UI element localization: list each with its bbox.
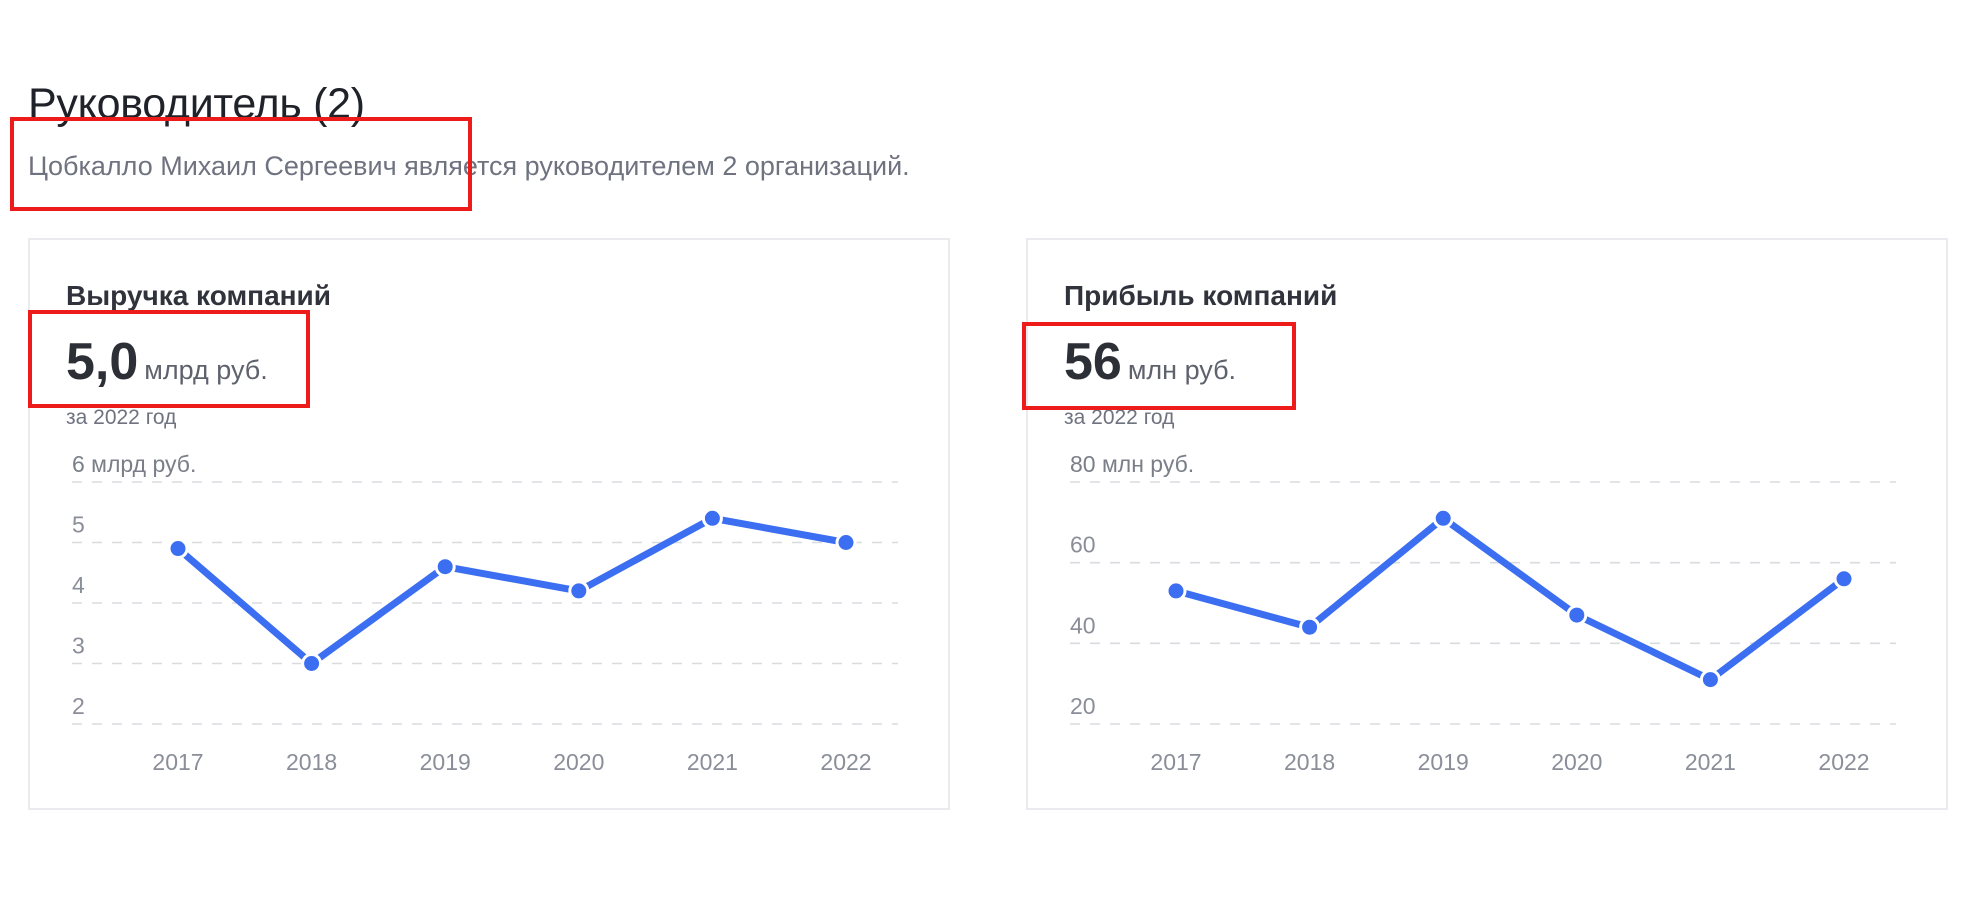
profit-card: Прибыль компаний 56 млн руб. за 2022 год … <box>1026 238 1948 810</box>
profit-card-title: Прибыль компаний <box>1064 280 1338 311</box>
revenue-value: 5,0 <box>66 333 139 391</box>
data-point[interactable] <box>167 538 189 560</box>
y-tick-label: 20 <box>1070 693 1096 719</box>
y-tick-label: 60 <box>1070 532 1096 558</box>
revenue-summary: 5,0 млрд руб. <box>66 332 268 392</box>
section-title: Руководитель (2) <box>28 80 365 128</box>
y-unit-label: 6 млрд руб. <box>72 451 196 477</box>
x-tick-label: 2021 <box>687 749 738 775</box>
data-point[interactable] <box>1833 568 1855 590</box>
series-line <box>1172 514 1848 684</box>
x-tick-label: 2019 <box>420 749 471 775</box>
x-tick-label: 2020 <box>553 749 604 775</box>
profit-value: 56 <box>1064 333 1122 391</box>
x-tick-label: 2020 <box>1551 749 1602 775</box>
y-unit-label: 80 млн руб. <box>1070 451 1194 477</box>
y-tick-label: 40 <box>1070 612 1096 638</box>
series-line <box>174 514 850 667</box>
revenue-card: Выручка компаний 5,0 млрд руб. за 2022 го… <box>28 238 950 810</box>
x-tick-label: 2019 <box>1418 749 1469 775</box>
data-point[interactable] <box>701 507 723 529</box>
x-tick-label: 2017 <box>1150 749 1201 775</box>
y-tick-label: 3 <box>72 633 85 659</box>
revenue-chart: 6 млрд руб. 5 4 3 2 2017 2018 2019 2020 2021 2022 <box>72 451 898 775</box>
data-point[interactable] <box>1566 604 1588 626</box>
x-tick-label: 2022 <box>820 749 871 775</box>
y-tick-label: 4 <box>72 572 85 598</box>
data-point[interactable] <box>1699 669 1721 691</box>
y-tick-label: 5 <box>72 512 85 538</box>
profit-unit: млн руб. <box>1127 355 1237 385</box>
x-tick-label: 2021 <box>1685 749 1736 775</box>
profit-chart: 80 млн руб. 60 40 20 2017 2018 2019 2020 2021 202… <box>1070 451 1896 775</box>
revenue-period: за 2022 год <box>66 406 177 429</box>
data-point[interactable] <box>1165 580 1187 602</box>
section-description: Цобкалло Михаил Сергеевич является руков… <box>28 151 910 181</box>
data-point[interactable] <box>434 556 456 578</box>
x-tick-label: 2018 <box>286 749 337 775</box>
data-point[interactable] <box>835 532 857 553</box>
data-point[interactable] <box>301 653 323 674</box>
profit-summary: 56 млн руб. <box>1064 332 1236 392</box>
data-point[interactable] <box>1432 507 1454 529</box>
revenue-unit: млрд руб. <box>144 355 268 385</box>
x-tick-label: 2017 <box>152 749 203 775</box>
revenue-card-title: Выручка компаний <box>66 280 331 311</box>
y-tick-label: 2 <box>72 693 85 719</box>
data-point[interactable] <box>1299 616 1321 638</box>
data-point[interactable] <box>568 580 590 602</box>
profit-period: за 2022 год <box>1064 406 1175 429</box>
x-tick-label: 2018 <box>1284 749 1335 775</box>
x-tick-label: 2022 <box>1818 749 1869 775</box>
